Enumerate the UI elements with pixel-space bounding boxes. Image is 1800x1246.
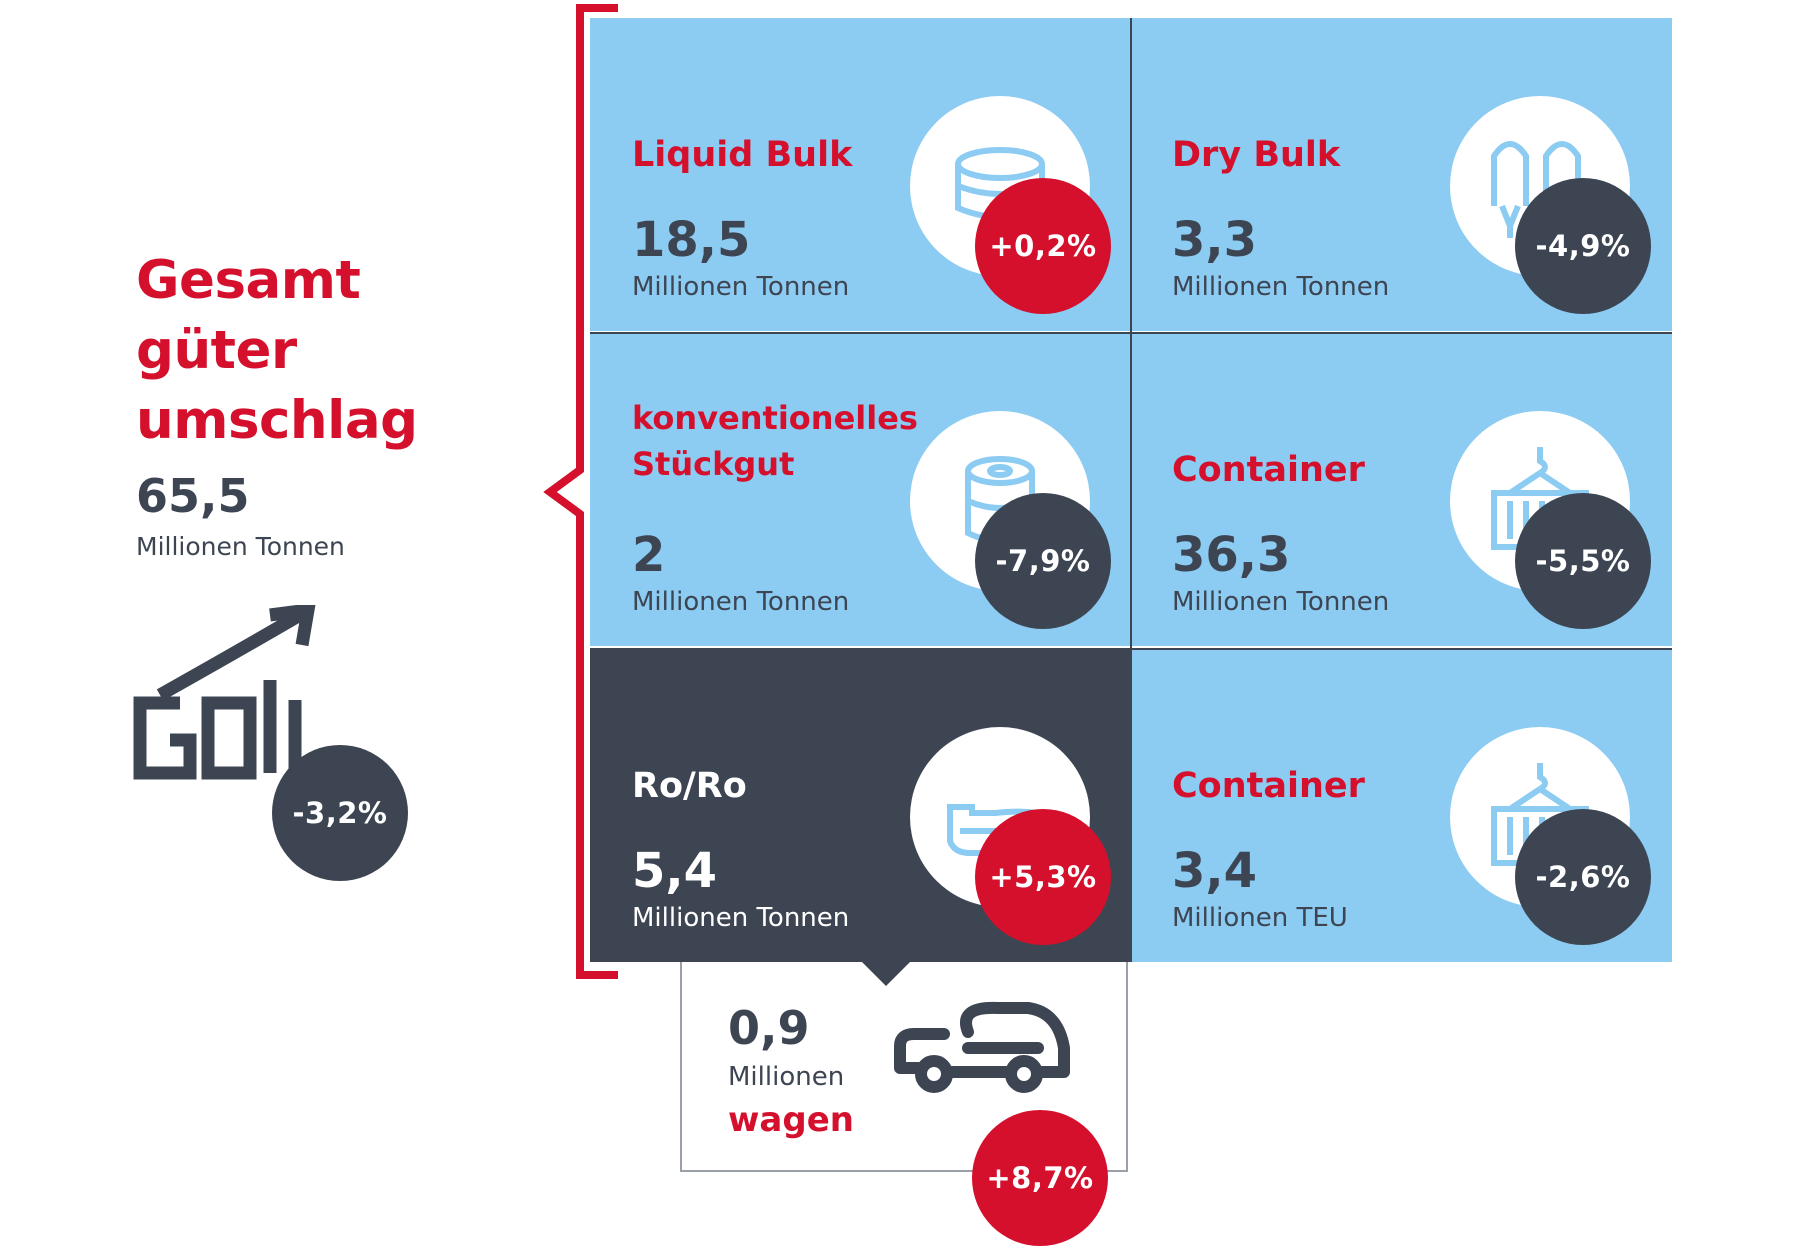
tile-title: Dry Bulk — [1172, 135, 1341, 175]
change-badge: -5,5% — [1515, 493, 1651, 629]
tile-title-line-2: Stückgut — [632, 445, 795, 483]
tile-value: 3,3 — [1172, 212, 1258, 268]
tile-unit: Millionen Tonnen — [632, 272, 850, 302]
tile-roro: Ro/Ro 5,4 Millionen Tonnen +5,3% — [590, 649, 1132, 962]
wagen-label: wagen — [728, 1100, 854, 1140]
tile-title: konventionelles Stückgut — [632, 395, 918, 487]
bracket — [543, 4, 618, 979]
tile-unit: Millionen TEU — [1172, 903, 1348, 933]
tile-title: Container — [1172, 450, 1365, 490]
tile-title: Ro/Ro — [632, 766, 747, 806]
total-value: 65,5 — [136, 469, 250, 523]
wagen-unit: Millionen — [728, 1062, 845, 1092]
total-unit: Millionen Tonnen — [136, 532, 345, 561]
tile-container-tonnes: Container 36,3 Millionen Tonnen -5,5% — [1130, 333, 1672, 646]
change-badge: -7,9% — [975, 493, 1111, 629]
tile-unit: Millionen Tonnen — [632, 903, 850, 933]
tile-break-bulk: konventionelles Stückgut 2 Millionen Ton… — [590, 333, 1132, 646]
tile-unit: Millionen Tonnen — [1172, 587, 1390, 617]
tile-unit: Millionen Tonnen — [1172, 272, 1390, 302]
tile-title: Liquid Bulk — [632, 135, 853, 175]
wagen-value: 0,9 — [728, 1001, 810, 1055]
change-badge: +5,3% — [975, 809, 1111, 945]
tile-unit: Millionen Tonnen — [632, 587, 850, 617]
tile-liquid-bulk: Liquid Bulk 18,5 Millionen Tonnen +0,2% — [590, 18, 1132, 331]
tile-container-teu: Container 3,4 Millionen TEU -2,6% — [1130, 649, 1672, 962]
wagen-change-badge: +8,7% — [972, 1110, 1108, 1246]
tile-value: 36,3 — [1172, 527, 1291, 583]
grid-divider-horizontal — [590, 648, 1672, 650]
total-change-badge: -3,2% — [272, 745, 408, 881]
change-badge: -2,6% — [1515, 809, 1651, 945]
tile-value: 2 — [632, 527, 666, 583]
tile-title-line-1: konventionelles — [632, 399, 918, 437]
tile-value: 18,5 — [632, 212, 751, 268]
total-title-line-3: umschlag — [136, 390, 418, 451]
wagen-notch — [860, 960, 912, 986]
car-icon — [894, 1001, 1070, 1093]
tile-dry-bulk: Dry Bulk 3,3 Millionen Tonnen -4,9% — [1130, 18, 1672, 331]
tile-value: 3,4 — [1172, 843, 1258, 899]
tile-title: Container — [1172, 766, 1365, 806]
total-title-line-2: güter — [136, 320, 297, 381]
grid-divider-horizontal — [590, 332, 1672, 334]
total-title: Gesamt güter umschlag — [136, 246, 516, 456]
change-badge: -4,9% — [1515, 178, 1651, 314]
tile-value: 5,4 — [632, 843, 718, 899]
grid-divider-vertical — [1130, 18, 1132, 962]
change-badge: +0,2% — [975, 178, 1111, 314]
total-title-line-1: Gesamt — [136, 250, 361, 311]
